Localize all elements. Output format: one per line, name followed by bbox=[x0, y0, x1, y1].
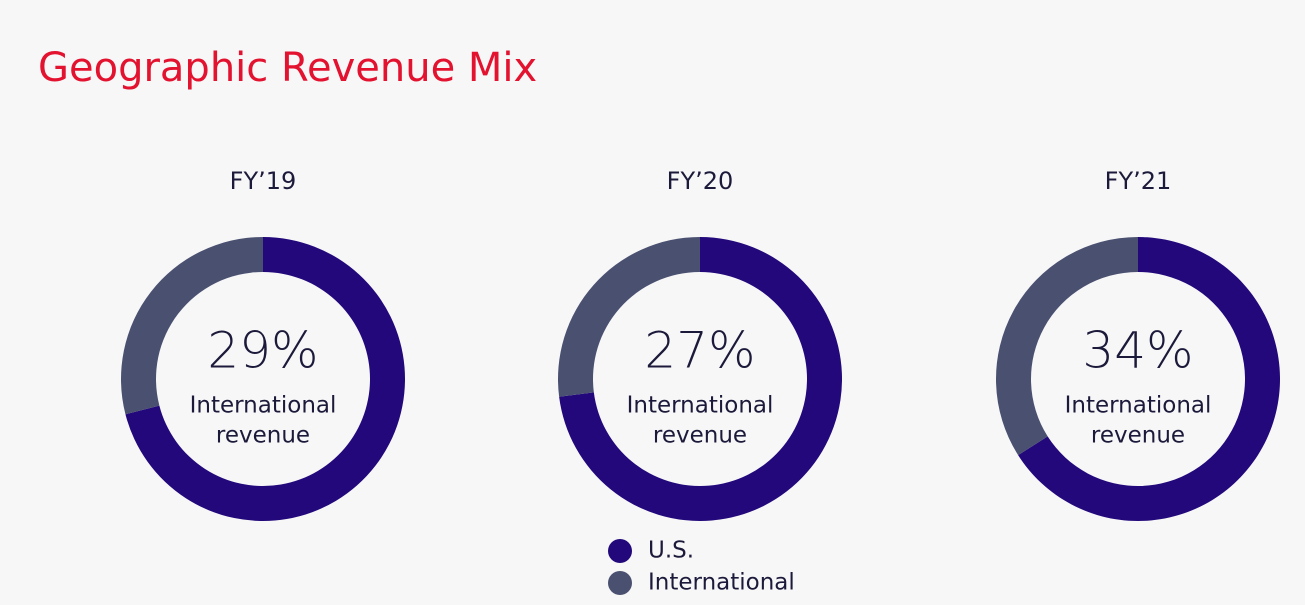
chart-title: FY’19 bbox=[230, 167, 297, 195]
center-text: International bbox=[627, 393, 774, 419]
page-title: Geographic Revenue Mix bbox=[38, 45, 537, 91]
center-text: International bbox=[1065, 393, 1212, 419]
chart-title: FY’20 bbox=[667, 167, 734, 195]
donut-segment bbox=[121, 237, 264, 415]
center-text: revenue bbox=[1091, 423, 1185, 449]
center-text: International bbox=[190, 393, 337, 419]
legend-label: International bbox=[648, 570, 795, 596]
donut-segment bbox=[558, 237, 700, 397]
center-text: revenue bbox=[653, 423, 747, 449]
donut-segment bbox=[996, 237, 1138, 456]
legend-swatch bbox=[608, 539, 632, 563]
center-value: 29% bbox=[207, 322, 318, 380]
legend-label: U.S. bbox=[648, 538, 694, 564]
center-value: 27% bbox=[644, 322, 755, 380]
legend-swatch bbox=[608, 571, 632, 595]
center-text: revenue bbox=[216, 423, 310, 449]
chart-title: FY’21 bbox=[1105, 167, 1172, 195]
center-value: 34% bbox=[1082, 322, 1193, 380]
